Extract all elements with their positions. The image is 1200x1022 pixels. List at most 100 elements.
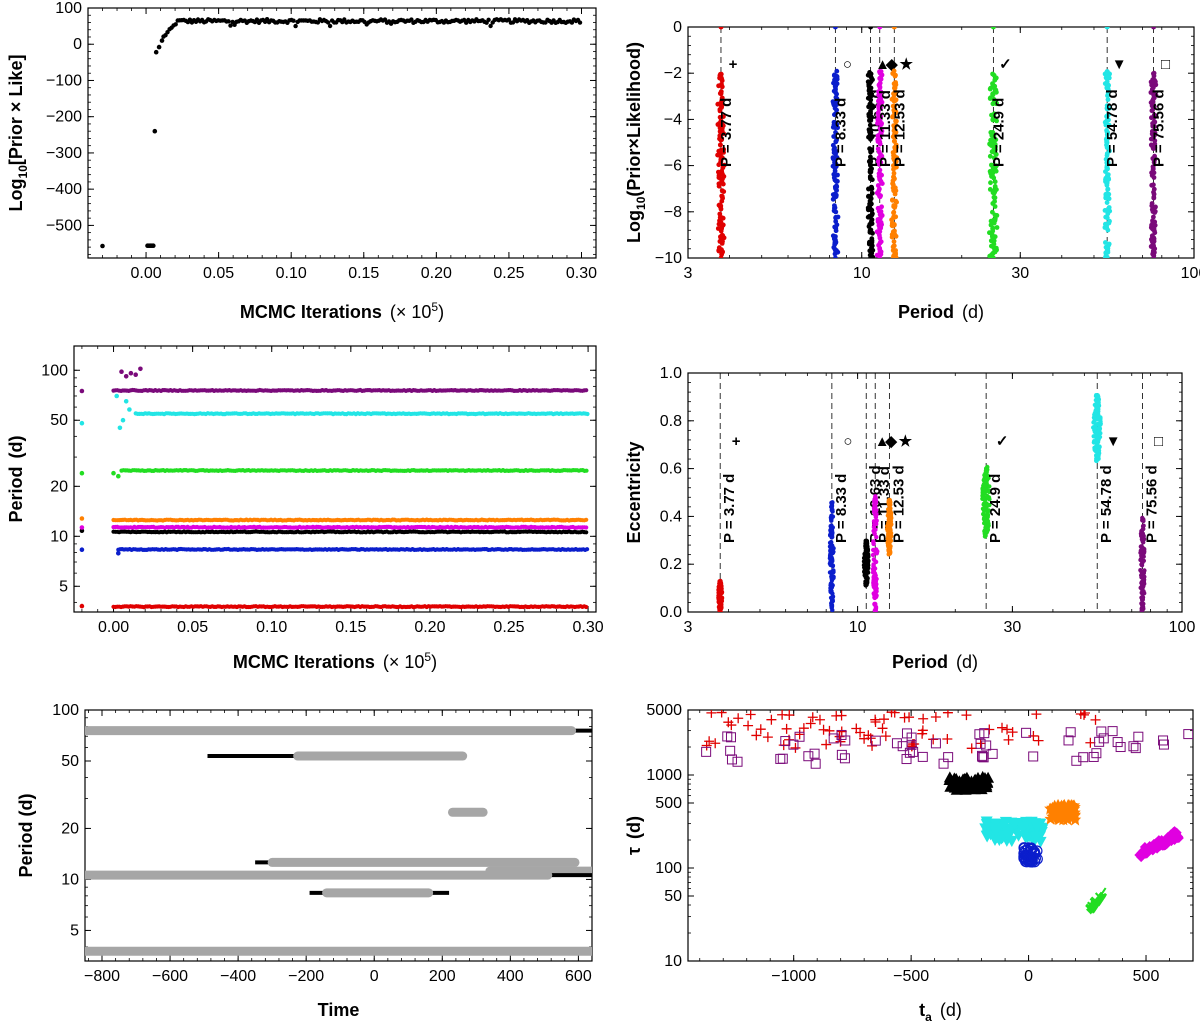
data-point <box>1149 103 1155 109</box>
data-point <box>1150 99 1156 105</box>
x-tick-label: 0.00 <box>98 619 129 636</box>
prior-like-vs-iterations-chart: 0.00 0.05 0.10 0.15 0.20 0.25 0.30 100 0 −100 −200… <box>6 0 597 322</box>
y-tick-label: 0.0 <box>660 604 682 621</box>
data-point <box>1104 182 1110 188</box>
x-axis-label-main: MCMC Iterations <box>233 652 375 672</box>
data-point <box>828 540 834 545</box>
x-axis-label-unit: (d) <box>962 302 984 322</box>
data-point <box>1096 452 1101 458</box>
data-point <box>718 151 723 157</box>
y-tick-label: −10 <box>655 250 682 267</box>
data-point <box>869 184 874 190</box>
data-point <box>79 528 85 533</box>
planet-symbol: ✓ <box>996 433 1009 450</box>
data-point <box>888 530 894 536</box>
data-point <box>584 530 589 535</box>
data-point <box>79 388 85 394</box>
data-point <box>718 235 724 241</box>
data-point <box>1151 186 1157 192</box>
x-tick-label: 0.30 <box>573 619 604 636</box>
data-point <box>717 609 723 612</box>
data-point <box>830 514 836 519</box>
planet-symbol: □ <box>1154 433 1163 450</box>
planet-symbol: ▲ <box>875 433 890 450</box>
data-point <box>1140 545 1145 550</box>
data-point <box>1151 220 1157 226</box>
data-point <box>867 115 873 120</box>
data-point <box>1104 105 1110 111</box>
data-point <box>891 239 897 245</box>
data-point <box>892 125 897 131</box>
data-point <box>1103 240 1108 245</box>
data-point <box>1141 523 1146 528</box>
series-12.53 <box>79 516 589 523</box>
plot-frame <box>687 709 1194 962</box>
y-tick-label: 10 <box>50 528 68 545</box>
series-11.33 <box>870 373 880 612</box>
x-tick-label: 0.05 <box>203 265 234 282</box>
likelihood-vs-period-chart: 310301000−2−4−6−8−10Period(d)Log10(Prior… <box>624 19 1200 322</box>
data-point <box>716 183 722 189</box>
y-axis-label: Period (d) <box>6 435 26 522</box>
data-point <box>868 154 873 160</box>
y-tick-label: 1.0 <box>660 365 682 382</box>
x-tick-label: 0.10 <box>276 265 307 282</box>
data-point <box>863 582 868 588</box>
data-point <box>993 87 999 93</box>
y-tick-label: −400 <box>46 181 82 198</box>
data-point <box>892 89 898 95</box>
x-tick-label: 0.05 <box>177 619 208 636</box>
data-point <box>984 475 990 480</box>
data-point <box>890 114 895 120</box>
data-point <box>1151 175 1157 180</box>
data-point <box>992 179 998 185</box>
data-point <box>833 178 839 184</box>
series-3.77 <box>79 603 589 610</box>
data-point <box>877 119 882 125</box>
data-point <box>1150 146 1156 152</box>
data-point <box>992 76 998 82</box>
y-tick-label: 0.2 <box>660 556 682 573</box>
y-axis-label: Period (d) <box>16 793 36 877</box>
period-label: P = 75.56 d <box>1144 465 1161 543</box>
data-point <box>111 470 116 476</box>
period-bars <box>85 726 592 956</box>
plot-frame <box>87 7 597 259</box>
data-point <box>877 235 883 241</box>
data-point <box>1104 200 1110 206</box>
data-point <box>887 551 892 556</box>
data-point <box>888 519 894 524</box>
data-point <box>868 158 873 164</box>
series-24.9 <box>980 373 992 612</box>
data-point <box>984 518 990 524</box>
data-point <box>878 193 883 199</box>
data-point <box>833 237 838 243</box>
data-point <box>1141 558 1147 563</box>
data-point <box>1140 597 1146 602</box>
data-point <box>1150 226 1155 232</box>
data-point <box>718 91 724 97</box>
data-point <box>325 20 331 25</box>
data-point <box>985 510 990 515</box>
series-10.63 <box>865 27 876 258</box>
data-point <box>876 113 881 118</box>
data-point <box>832 105 838 111</box>
data-point <box>983 506 989 511</box>
data-point <box>875 205 881 211</box>
data-point <box>79 525 85 530</box>
data-point <box>833 95 839 100</box>
x-axis-label-unit: (× 10 <box>383 652 425 672</box>
data-point <box>980 486 985 491</box>
x-tick-label: 0.15 <box>335 619 366 636</box>
data-point <box>892 139 897 144</box>
data-point <box>832 224 838 230</box>
y-tick-label: 50 <box>50 412 68 429</box>
x-axis-label-main: Period <box>892 652 948 672</box>
data-point <box>829 603 834 608</box>
data-point <box>833 255 838 258</box>
data-point <box>1096 429 1101 434</box>
data-point <box>1153 82 1159 88</box>
data-point <box>1151 255 1156 258</box>
data-point <box>715 122 721 127</box>
data-point <box>1105 227 1111 233</box>
